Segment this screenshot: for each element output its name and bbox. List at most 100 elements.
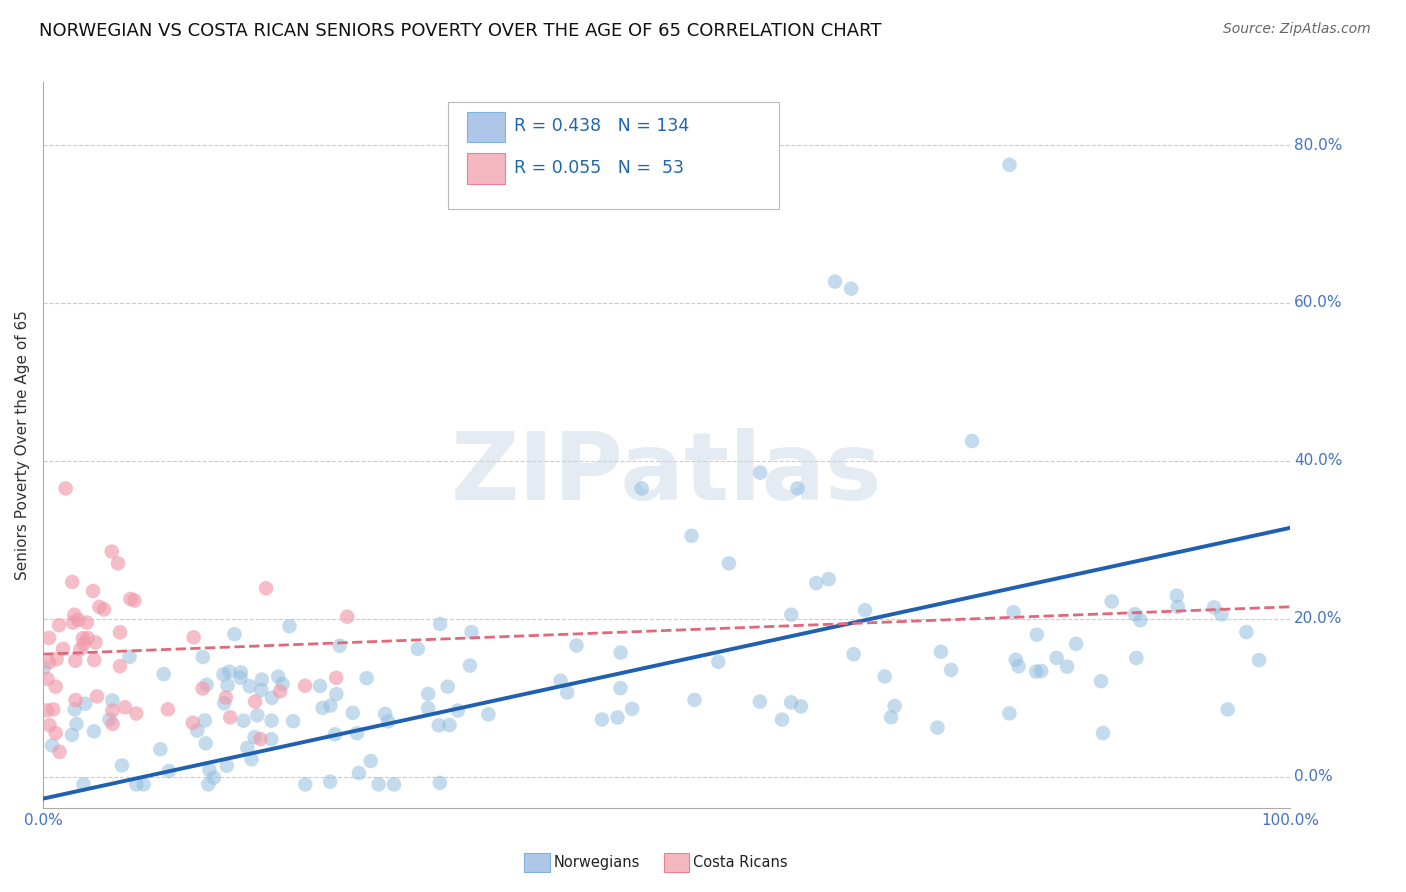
Point <box>41 739 63 753</box>
Point <box>76 615 98 630</box>
Point <box>717 557 740 571</box>
Point <box>842 647 865 661</box>
Text: Costa Ricans: Costa Ricans <box>693 855 787 870</box>
Point <box>84 635 107 649</box>
Point <box>1007 659 1029 673</box>
Point <box>86 690 108 704</box>
Text: 60.0%: 60.0% <box>1294 295 1343 310</box>
Point <box>232 714 254 728</box>
Point <box>555 685 578 699</box>
Point <box>406 641 429 656</box>
Point <box>42 702 65 716</box>
Point <box>72 777 94 791</box>
Point <box>790 699 813 714</box>
Point <box>52 641 75 656</box>
Point <box>93 602 115 616</box>
Point <box>883 698 905 713</box>
Point <box>111 758 134 772</box>
Point <box>260 732 283 747</box>
Point <box>98 713 121 727</box>
Point <box>45 726 67 740</box>
Point <box>278 619 301 633</box>
Point <box>281 714 304 729</box>
Point <box>89 599 111 614</box>
Point <box>853 603 876 617</box>
Point <box>250 683 273 698</box>
Point <box>271 677 294 691</box>
Point <box>38 631 60 645</box>
Point <box>427 718 450 732</box>
Point <box>447 704 470 718</box>
Point <box>960 434 983 448</box>
Point <box>1216 702 1239 716</box>
Point <box>83 653 105 667</box>
Point <box>108 625 131 640</box>
Point <box>1166 589 1188 603</box>
Point <box>1064 637 1087 651</box>
Text: Source: ZipAtlas.com: Source: ZipAtlas.com <box>1223 22 1371 37</box>
Point <box>238 679 260 693</box>
Point <box>609 681 631 696</box>
Point <box>191 681 214 696</box>
Point <box>107 557 129 571</box>
Point <box>267 670 290 684</box>
Point <box>347 766 370 780</box>
Point <box>356 671 378 685</box>
Point <box>591 713 613 727</box>
Point <box>806 576 828 591</box>
Point <box>429 776 451 790</box>
Point <box>929 645 952 659</box>
Point <box>1167 599 1189 614</box>
Point <box>1204 600 1226 615</box>
Point <box>149 742 172 756</box>
Point <box>83 724 105 739</box>
Point <box>880 710 903 724</box>
Point <box>197 777 219 791</box>
Point <box>219 710 242 724</box>
Text: R = 0.055   N =  53: R = 0.055 N = 53 <box>515 159 685 177</box>
Point <box>229 665 252 680</box>
Point <box>243 694 266 708</box>
Point <box>215 690 238 705</box>
Point <box>382 777 405 791</box>
Point <box>62 615 84 630</box>
Text: ZIPatlas: ZIPatlas <box>451 428 883 520</box>
Point <box>63 607 86 622</box>
Point <box>65 654 87 668</box>
Point <box>824 275 846 289</box>
Text: NORWEGIAN VS COSTA RICAN SENIORS POVERTY OVER THE AGE OF 65 CORRELATION CHART: NORWEGIAN VS COSTA RICAN SENIORS POVERTY… <box>39 22 882 40</box>
Point <box>243 730 266 744</box>
Point <box>1247 653 1270 667</box>
Point <box>38 655 60 669</box>
Point <box>194 714 217 728</box>
Point <box>1234 625 1257 640</box>
Point <box>780 607 803 622</box>
Point <box>1025 665 1047 679</box>
Point <box>786 482 808 496</box>
Point <box>198 763 221 777</box>
Point <box>32 661 55 675</box>
Point <box>1025 627 1047 641</box>
Text: Norwegians: Norwegians <box>554 855 640 870</box>
Point <box>1090 674 1112 689</box>
Point <box>124 593 146 607</box>
Point <box>325 671 347 685</box>
Y-axis label: Seniors Poverty Over the Age of 65: Seniors Poverty Over the Age of 65 <box>15 310 30 580</box>
Point <box>269 684 291 698</box>
Point <box>48 745 70 759</box>
Point <box>939 663 962 677</box>
Point <box>72 631 94 645</box>
Point <box>323 727 346 741</box>
Point <box>101 704 124 718</box>
Point <box>630 482 652 496</box>
Point <box>82 584 104 599</box>
Point <box>418 687 440 701</box>
Point <box>100 544 122 558</box>
Point <box>236 740 259 755</box>
Point <box>477 707 499 722</box>
Point <box>1046 651 1069 665</box>
Point <box>191 650 214 665</box>
Point <box>621 702 644 716</box>
Point <box>294 679 316 693</box>
Point <box>429 616 451 631</box>
